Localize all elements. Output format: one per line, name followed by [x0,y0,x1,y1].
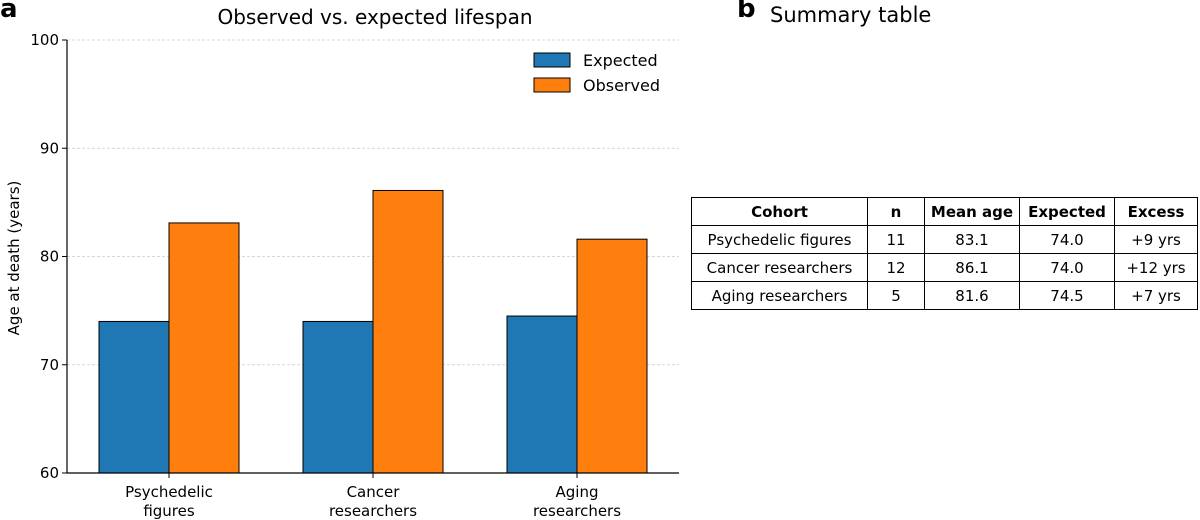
cell-n: 11 [867,225,925,254]
table-title: Summary table [770,3,932,27]
bar-observed [576,238,648,474]
y-tick-label: 70 [40,356,59,374]
x-tick-label: Cancer researchers [329,483,417,520]
table-row: Aging researchers 5 81.6 74.5 +7 yrs [691,281,1198,310]
header-excess: Excess [1114,197,1198,226]
x-tick-label: Psychedelic figures [125,483,213,520]
x-tick-label: Aging researchers [533,483,621,520]
cell-n: 12 [867,253,925,282]
legend-label-observed: Observed [583,76,660,95]
legend-swatch-expected [533,52,571,68]
cell-expected: 74.0 [1019,225,1115,254]
y-axis-ticks: 60 70 80 90 100 [30,31,67,482]
bar-observed [372,189,444,474]
legend-label-expected: Expected [583,51,658,70]
panel-b-letter: b [737,0,756,24]
cell-cohort: Cancer researchers [691,253,868,282]
legend-swatch-observed [533,77,571,93]
bar-expected [98,320,170,474]
bar-chart: 60 70 80 90 100 Psychedelic figures Cancer rese… [5,5,679,520]
bar-observed [168,222,240,474]
panel-a-letter: a [0,0,18,24]
cell-expected: 74.0 [1019,253,1115,282]
x-axis-ticks: Psychedelic figures Cancer researchers Aging… [125,473,621,520]
cell-excess: +9 yrs [1114,225,1198,254]
cell-mean-age: 83.1 [924,225,1020,254]
cell-mean-age: 81.6 [924,281,1020,310]
cell-mean-age: 86.1 [924,253,1020,282]
chart-title: Observed vs. expected lifespan [217,5,532,29]
bar-expected [302,320,374,474]
table-header-row: Cohort n Mean age Expected Excess [691,197,1198,226]
bar-expected [506,315,578,474]
header-cohort: Cohort [691,197,868,226]
table-row: Cancer researchers 12 86.1 74.0 +12 yrs [691,253,1198,282]
y-tick-label: 60 [40,464,59,482]
cell-expected: 74.5 [1019,281,1115,310]
cell-excess: +12 yrs [1114,253,1198,282]
y-tick-label: 90 [40,139,59,157]
y-axis-label: Age at death (years) [5,181,23,336]
header-mean-age: Mean age [924,197,1020,226]
y-tick-label: 80 [40,248,59,266]
legend: Expected Observed [533,51,660,95]
summary-table: Cohort n Mean age Expected Excess Psyche… [691,197,1198,310]
cell-n: 5 [867,281,925,310]
y-tick-label: 100 [30,31,59,49]
table-row: Psychedelic figures 11 83.1 74.0 +9 yrs [691,225,1198,254]
cell-excess: +7 yrs [1114,281,1198,310]
header-n: n [867,197,925,226]
bar-group [98,189,648,474]
header-expected: Expected [1019,197,1115,226]
cell-cohort: Psychedelic figures [691,225,868,254]
cell-cohort: Aging researchers [691,281,868,310]
